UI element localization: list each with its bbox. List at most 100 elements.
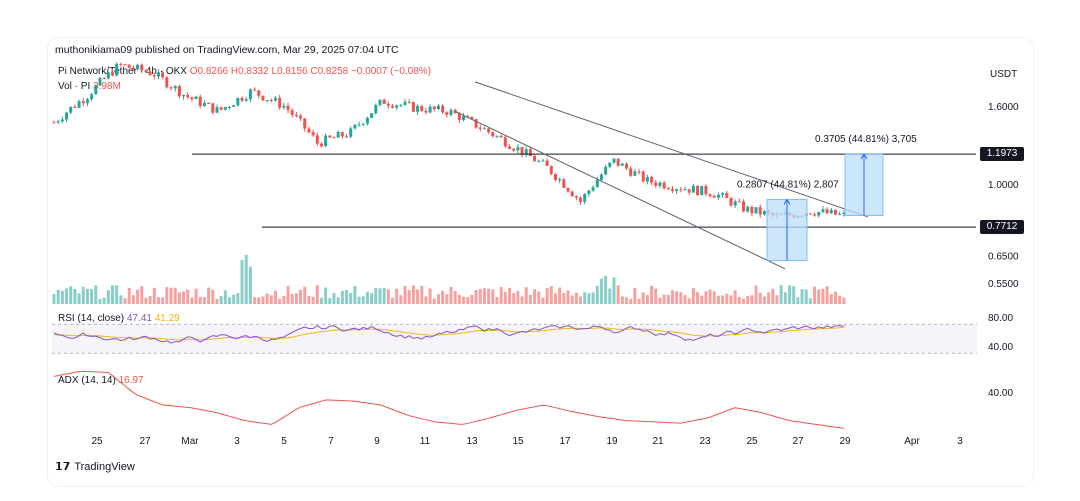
volume-bar (156, 297, 160, 304)
volume-bar (716, 295, 720, 304)
candle-body (842, 212, 846, 214)
volume-bar (520, 296, 524, 304)
volume-bar (700, 295, 704, 304)
candle-body (173, 86, 177, 89)
volume-bar (733, 290, 737, 304)
adx-legend[interactable]: ADX (14, 14) 16.97 (58, 375, 144, 386)
candle-body (165, 77, 169, 88)
time-axis-label: Mar (181, 436, 199, 447)
time-axis-label: 17 (559, 436, 571, 447)
candle-body (202, 102, 206, 107)
candle-body (102, 78, 106, 80)
volume-bar (708, 289, 712, 304)
candles-group (52, 62, 846, 219)
candle-body (729, 198, 733, 206)
volume-bar (140, 286, 144, 304)
candle-body (273, 97, 277, 101)
volume-bar (721, 295, 725, 304)
candle-body (232, 105, 236, 107)
volume-bar (508, 287, 512, 304)
candle-body (445, 112, 449, 115)
channel-upper-line (474, 81, 869, 218)
candle-body (345, 136, 349, 138)
volume-bar (119, 295, 123, 304)
volume-bar (353, 286, 357, 304)
candle-body (382, 99, 386, 104)
candle-body (549, 166, 553, 175)
volume-legend[interactable]: Vol · PI 3.98M (58, 81, 121, 92)
volume-bar (223, 290, 227, 304)
candle-body (303, 118, 307, 129)
volume-bar (462, 296, 466, 304)
candle-body (700, 185, 704, 196)
volume-bar (825, 286, 829, 304)
volume-bar (340, 290, 344, 304)
candle-body (131, 67, 135, 70)
volume-bar (219, 296, 223, 304)
volume-label: Vol · PI (58, 81, 91, 92)
volume-bar (466, 297, 470, 304)
volume-bar (127, 287, 131, 304)
candle-body (115, 63, 119, 76)
volume-bar (65, 288, 69, 304)
candle-body (599, 174, 603, 180)
volume-bar (541, 297, 545, 304)
volume-bar (687, 298, 691, 304)
candle-body (424, 110, 428, 113)
volume-bar (629, 298, 633, 304)
candle-body (290, 110, 294, 115)
candle-body (315, 135, 319, 144)
volume-bar (704, 291, 708, 304)
time-axis-label: 3 (957, 436, 963, 447)
rsi-legend[interactable]: RSI (14, close) 47.41 41.29 (58, 313, 180, 324)
candle-body (541, 160, 545, 162)
candle-body (144, 70, 148, 72)
volume-bar (658, 297, 662, 304)
volume-bar (94, 285, 98, 304)
volume-bar (324, 287, 328, 304)
candle-body (658, 182, 662, 186)
candle-body (441, 105, 445, 113)
volume-bar (533, 289, 537, 304)
symbol-legend[interactable]: Pi Network/Tether · 4h · OKX O0.8266 H0.… (58, 66, 431, 77)
candle-body (754, 207, 758, 214)
volume-bar (583, 292, 587, 304)
volume-bar (612, 277, 616, 304)
candle-body (60, 119, 64, 122)
candle-body (666, 188, 670, 190)
symbol-name: Pi Network/Tether · 4h · OKX (58, 66, 187, 77)
volume-bar (416, 289, 420, 304)
volume-bar (737, 297, 741, 304)
volume-bar (512, 293, 516, 304)
volume-bar (792, 286, 796, 304)
volume-bar (194, 288, 198, 304)
candle-body (156, 72, 160, 77)
volume-bar (303, 286, 307, 304)
time-axis-label: 3 (234, 436, 240, 447)
volume-bar (595, 285, 599, 304)
candle-body (762, 211, 766, 215)
candle-body (516, 147, 520, 151)
candle-body (633, 171, 637, 176)
candle-body (691, 185, 695, 193)
candle-body (340, 132, 344, 137)
candle-body (136, 64, 140, 70)
rsi-ma-line (53, 327, 844, 341)
volume-bar (654, 288, 658, 304)
volume-bar (299, 289, 303, 304)
price-axis-label: 1.0000 (988, 180, 1019, 191)
candle-body (808, 213, 812, 215)
candle-body (148, 71, 152, 76)
candle-body (716, 194, 720, 198)
volume-bar (474, 290, 478, 304)
candle-body (641, 171, 645, 182)
volume-bar (361, 296, 365, 304)
volume-bar (253, 297, 257, 304)
volume-bar (553, 293, 557, 304)
candle-body (566, 187, 570, 192)
volume-bar (311, 296, 315, 304)
candle-body (457, 113, 461, 121)
candle-body (307, 128, 311, 133)
candle-body (169, 87, 173, 89)
